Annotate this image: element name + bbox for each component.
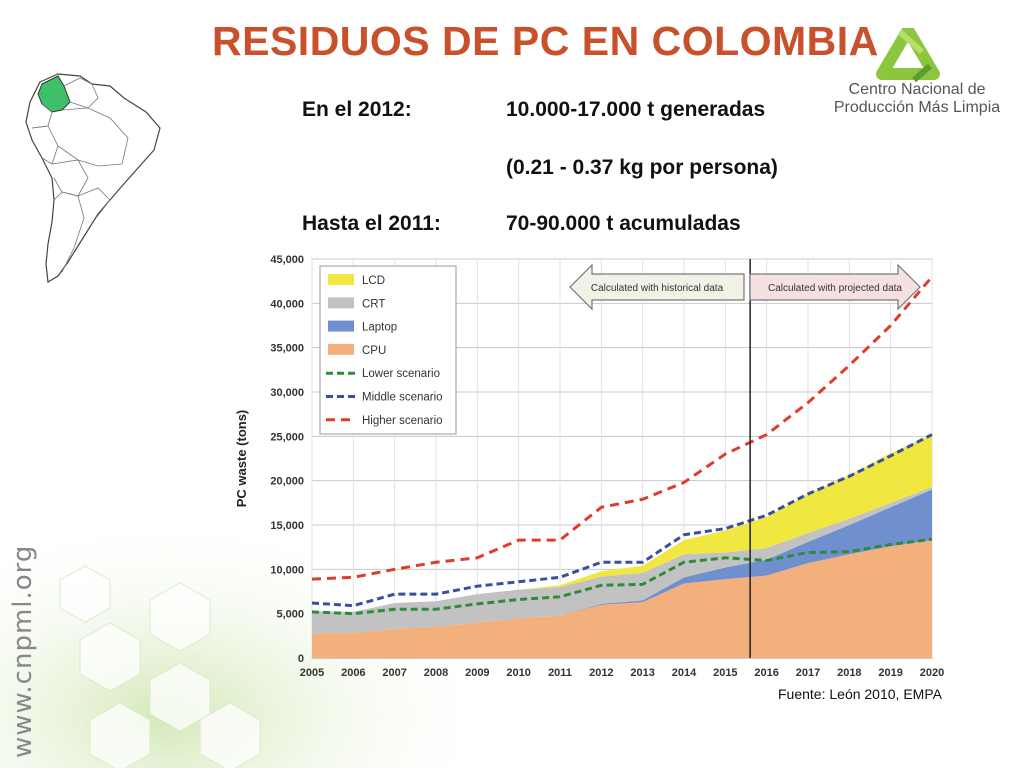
south-america-map-icon (25, 73, 161, 283)
cnpml-logo-icon (876, 28, 940, 83)
info-value-2012: 10.000-17.000 t generadas (506, 98, 766, 121)
x-tick-label: 2014 (672, 667, 697, 679)
legend-label-crt: CRT (362, 298, 385, 310)
info-value-2011: 70-90.000 t acumuladas (506, 212, 741, 235)
x-tick-label: 2012 (589, 667, 613, 679)
x-tick-label: 2010 (506, 667, 530, 679)
legend-label-laptop: Laptop (362, 322, 397, 334)
x-tick-label: 2016 (754, 667, 778, 679)
area-crt (312, 486, 932, 634)
legend-label-higher-scenario: Higher scenario (362, 415, 443, 427)
area-cpu (312, 540, 932, 658)
area-laptop (312, 489, 932, 634)
x-tick-label: 2011 (548, 667, 572, 679)
line-lower-scenario (311, 537, 933, 616)
x-tick-label: 2006 (341, 667, 365, 679)
line-middle-scenario (311, 433, 933, 608)
x-tick-label: 2007 (382, 667, 406, 679)
legend-swatch-crt (328, 297, 354, 309)
y-tick-label: 5,000 (276, 609, 304, 621)
info-value-per-person: (0.21 - 0.37 kg por persona) (506, 156, 778, 179)
y-tick-label: 25,000 (270, 431, 304, 443)
source-citation: Fuente: León 2010, EMPA (778, 686, 942, 702)
legend-label-lower-scenario: Lower scenario (362, 368, 440, 380)
projected-data-arrow-label: Calculated with projected data (768, 283, 902, 294)
x-tick-label: 2017 (796, 667, 820, 679)
y-axis-label: PC waste (tons) (234, 410, 249, 508)
legend-swatch-cpu (328, 343, 354, 355)
projected-data-arrow (749, 263, 921, 311)
x-tick-label: 2015 (713, 667, 737, 679)
y-tick-label: 40,000 (270, 298, 304, 310)
x-tick-label: 2008 (424, 667, 448, 679)
y-tick-label: 15,000 (270, 520, 304, 532)
legend-swatch-laptop (328, 320, 354, 332)
logo-text-line2: Producción Más Limpia (833, 99, 1001, 116)
info-label-2011: Hasta el 2011: (302, 212, 441, 235)
slide-title: RESIDUOS DE PC EN COLOMBIA (212, 18, 879, 64)
area-lcd (312, 434, 932, 612)
x-tick-label: 2009 (465, 667, 489, 679)
y-tick-label: 20,000 (270, 476, 304, 488)
legend-label-cpu: CPU (362, 345, 386, 357)
y-tick-label: 30,000 (270, 387, 304, 399)
x-tick-label: 2013 (630, 667, 654, 679)
x-tick-label: 2018 (837, 667, 861, 679)
info-label-2012: En el 2012: (302, 98, 412, 121)
website-url: www.cnpml.org (8, 544, 38, 758)
pc-waste-chart: 0 5,000 10,000 15,000 20,000 25,000 30,000 35,0… (234, 254, 944, 679)
x-tick-label: 2020 (920, 667, 944, 679)
logo-text-line1: Centro Nacional de (848, 81, 986, 98)
legend-label-middle-scenario: Middle scenario (362, 392, 443, 404)
y-tick-label: 0 (298, 653, 304, 665)
legend-swatch-lcd (328, 274, 354, 285)
y-tick-label: 10,000 (270, 564, 304, 576)
y-tick-label: 45,000 (270, 254, 304, 266)
historical-data-arrow-label: Calculated with historical data (591, 283, 724, 294)
x-tick-label: 2019 (878, 667, 902, 679)
y-tick-label: 35,000 (270, 343, 304, 355)
legend-label-lcd: LCD (362, 275, 385, 287)
historical-data-arrow (569, 263, 745, 311)
x-tick-label: 2005 (300, 667, 324, 679)
